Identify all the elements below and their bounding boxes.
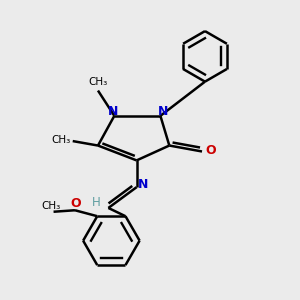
- Text: H: H: [92, 196, 100, 209]
- Text: O: O: [205, 144, 216, 157]
- Text: O: O: [70, 197, 81, 210]
- Text: CH₃: CH₃: [41, 201, 60, 212]
- Text: N: N: [158, 106, 169, 118]
- Text: N: N: [138, 178, 148, 191]
- Text: CH₃: CH₃: [51, 135, 70, 145]
- Text: N: N: [108, 106, 118, 118]
- Text: CH₃: CH₃: [88, 77, 108, 87]
